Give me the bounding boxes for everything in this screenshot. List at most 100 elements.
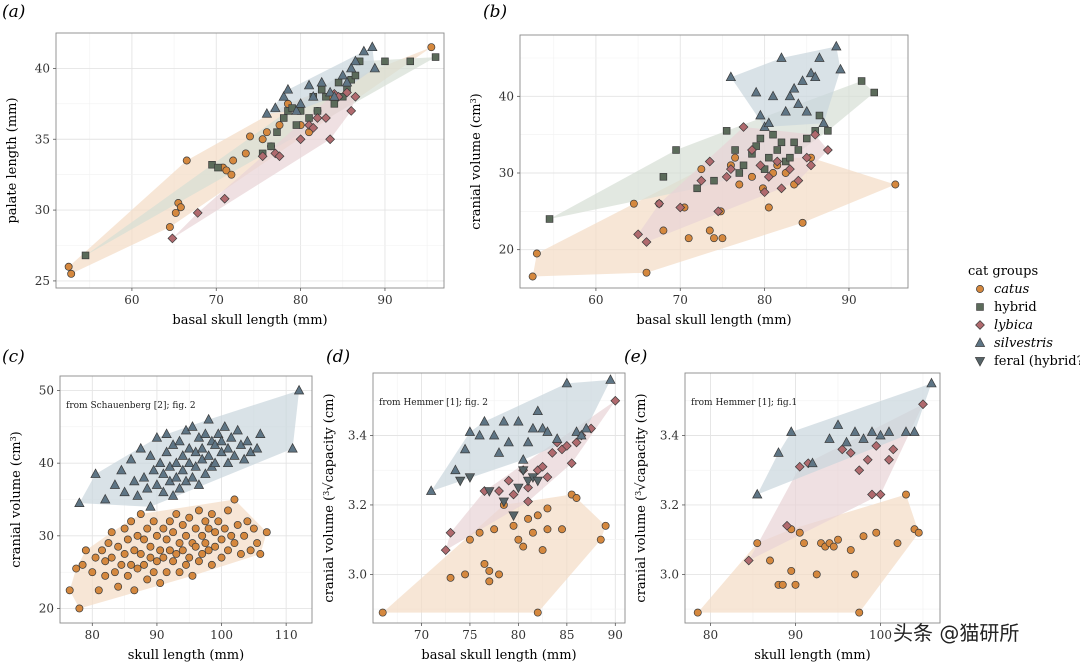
point-feral (513, 483, 524, 494)
point-silvestris (576, 429, 587, 440)
point-silvestris (148, 464, 159, 475)
point-silvestris (537, 422, 548, 433)
point-silvestris (926, 377, 937, 388)
point-catus (178, 520, 187, 529)
y-tick-label: 30 (499, 166, 514, 180)
point-silvestris (145, 501, 156, 511)
point-catus (262, 528, 271, 537)
point-catus (243, 517, 252, 526)
point-silvestris (200, 468, 211, 478)
point-silvestris (238, 453, 250, 464)
point-lybica (782, 520, 792, 531)
point-hybrid (786, 153, 794, 162)
point-hybrid (781, 157, 790, 166)
point-lybica (867, 489, 877, 500)
point-feral (498, 497, 510, 508)
point-catus (249, 524, 258, 533)
x-axis-title: skull length (mm) (754, 648, 870, 663)
point-silvestris (780, 105, 791, 116)
point-silvestris (801, 105, 812, 116)
point-silvestris (900, 426, 912, 436)
point-silvestris (293, 384, 305, 395)
point-silvestris (161, 446, 172, 457)
x-axis-title: basal skull length (mm) (421, 648, 576, 663)
point-catus (81, 546, 90, 555)
point-lybica (854, 465, 865, 476)
point-silvestris (226, 432, 237, 442)
point-lybica (759, 187, 770, 198)
point-hybrid (769, 130, 777, 139)
point-catus (224, 506, 232, 515)
y-tick-label: 3.2 (348, 498, 367, 512)
point-silvestris (270, 102, 281, 112)
point-silvestris (287, 442, 298, 453)
point-catus (485, 577, 494, 586)
point-lybica (654, 198, 665, 209)
point-catus (834, 535, 842, 544)
point-catus (572, 494, 581, 502)
point-silvestris (367, 41, 378, 52)
point-lybica (862, 454, 873, 465)
y-tick-label: 40 (35, 61, 50, 75)
point-catus (465, 535, 474, 544)
point-hybrid (790, 138, 798, 147)
panel-label: (d) (326, 347, 350, 367)
point-catus (236, 550, 245, 558)
x-tick-label: 80 (511, 628, 526, 642)
point-catus (191, 524, 200, 533)
point-catus (230, 539, 239, 548)
point-catus (130, 586, 139, 595)
legend-marker-catus (976, 285, 984, 293)
point-silvestris (171, 457, 182, 468)
point-catus (764, 203, 773, 212)
point-hybrid (731, 146, 739, 154)
point-hybrid (545, 215, 554, 223)
point-silvestris (222, 442, 234, 453)
point-lybica (696, 175, 707, 186)
point-catus (72, 564, 81, 573)
point-catus (75, 604, 84, 613)
point-catus (169, 528, 178, 537)
point-catus (851, 570, 859, 579)
source-annotation: from Schauenberg [2]; fig. 2 (66, 401, 196, 411)
y-axis-title: cranial volume (cm3) (9, 431, 25, 568)
point-silvestris (222, 457, 234, 468)
point-catus (94, 586, 103, 595)
panel-label: (b) (483, 2, 507, 22)
point-catus (224, 546, 232, 555)
point-silvestris (278, 91, 289, 101)
legend-label: catus (994, 282, 1030, 297)
point-lybica (776, 183, 787, 194)
point-catus (175, 568, 184, 577)
point-silvestris (291, 105, 302, 115)
point-feral (522, 476, 534, 487)
point-hybrid (857, 77, 866, 85)
point-catus (246, 132, 254, 141)
point-catus (227, 531, 236, 540)
point-hybrid (777, 138, 786, 147)
point-catus (601, 521, 610, 530)
point-catus (114, 542, 123, 551)
point-lybica (875, 489, 886, 500)
point-silvestris (193, 479, 205, 489)
x-tick-label: 90 (149, 628, 164, 642)
point-catus (693, 608, 702, 617)
point-catus (233, 520, 242, 529)
x-tick-label: 80 (293, 293, 308, 307)
point-catus (893, 539, 902, 548)
legend-item-feral: feral (hybrid?) (974, 354, 1080, 369)
point-catus (136, 550, 145, 558)
point-catus (88, 568, 97, 577)
point-silvestris (255, 428, 266, 438)
point-silvestris (358, 45, 370, 56)
point-catus (159, 524, 168, 533)
legend: cat groups catus hybrid lybica silvestris fe… (968, 264, 1080, 369)
point-silvestris (167, 490, 179, 500)
point-silvestris (909, 426, 920, 436)
point-catus (787, 566, 796, 575)
point-silvestris (773, 447, 784, 457)
point-silvestris (814, 52, 825, 62)
point-catus (256, 550, 265, 558)
point-silvestris (518, 454, 529, 464)
